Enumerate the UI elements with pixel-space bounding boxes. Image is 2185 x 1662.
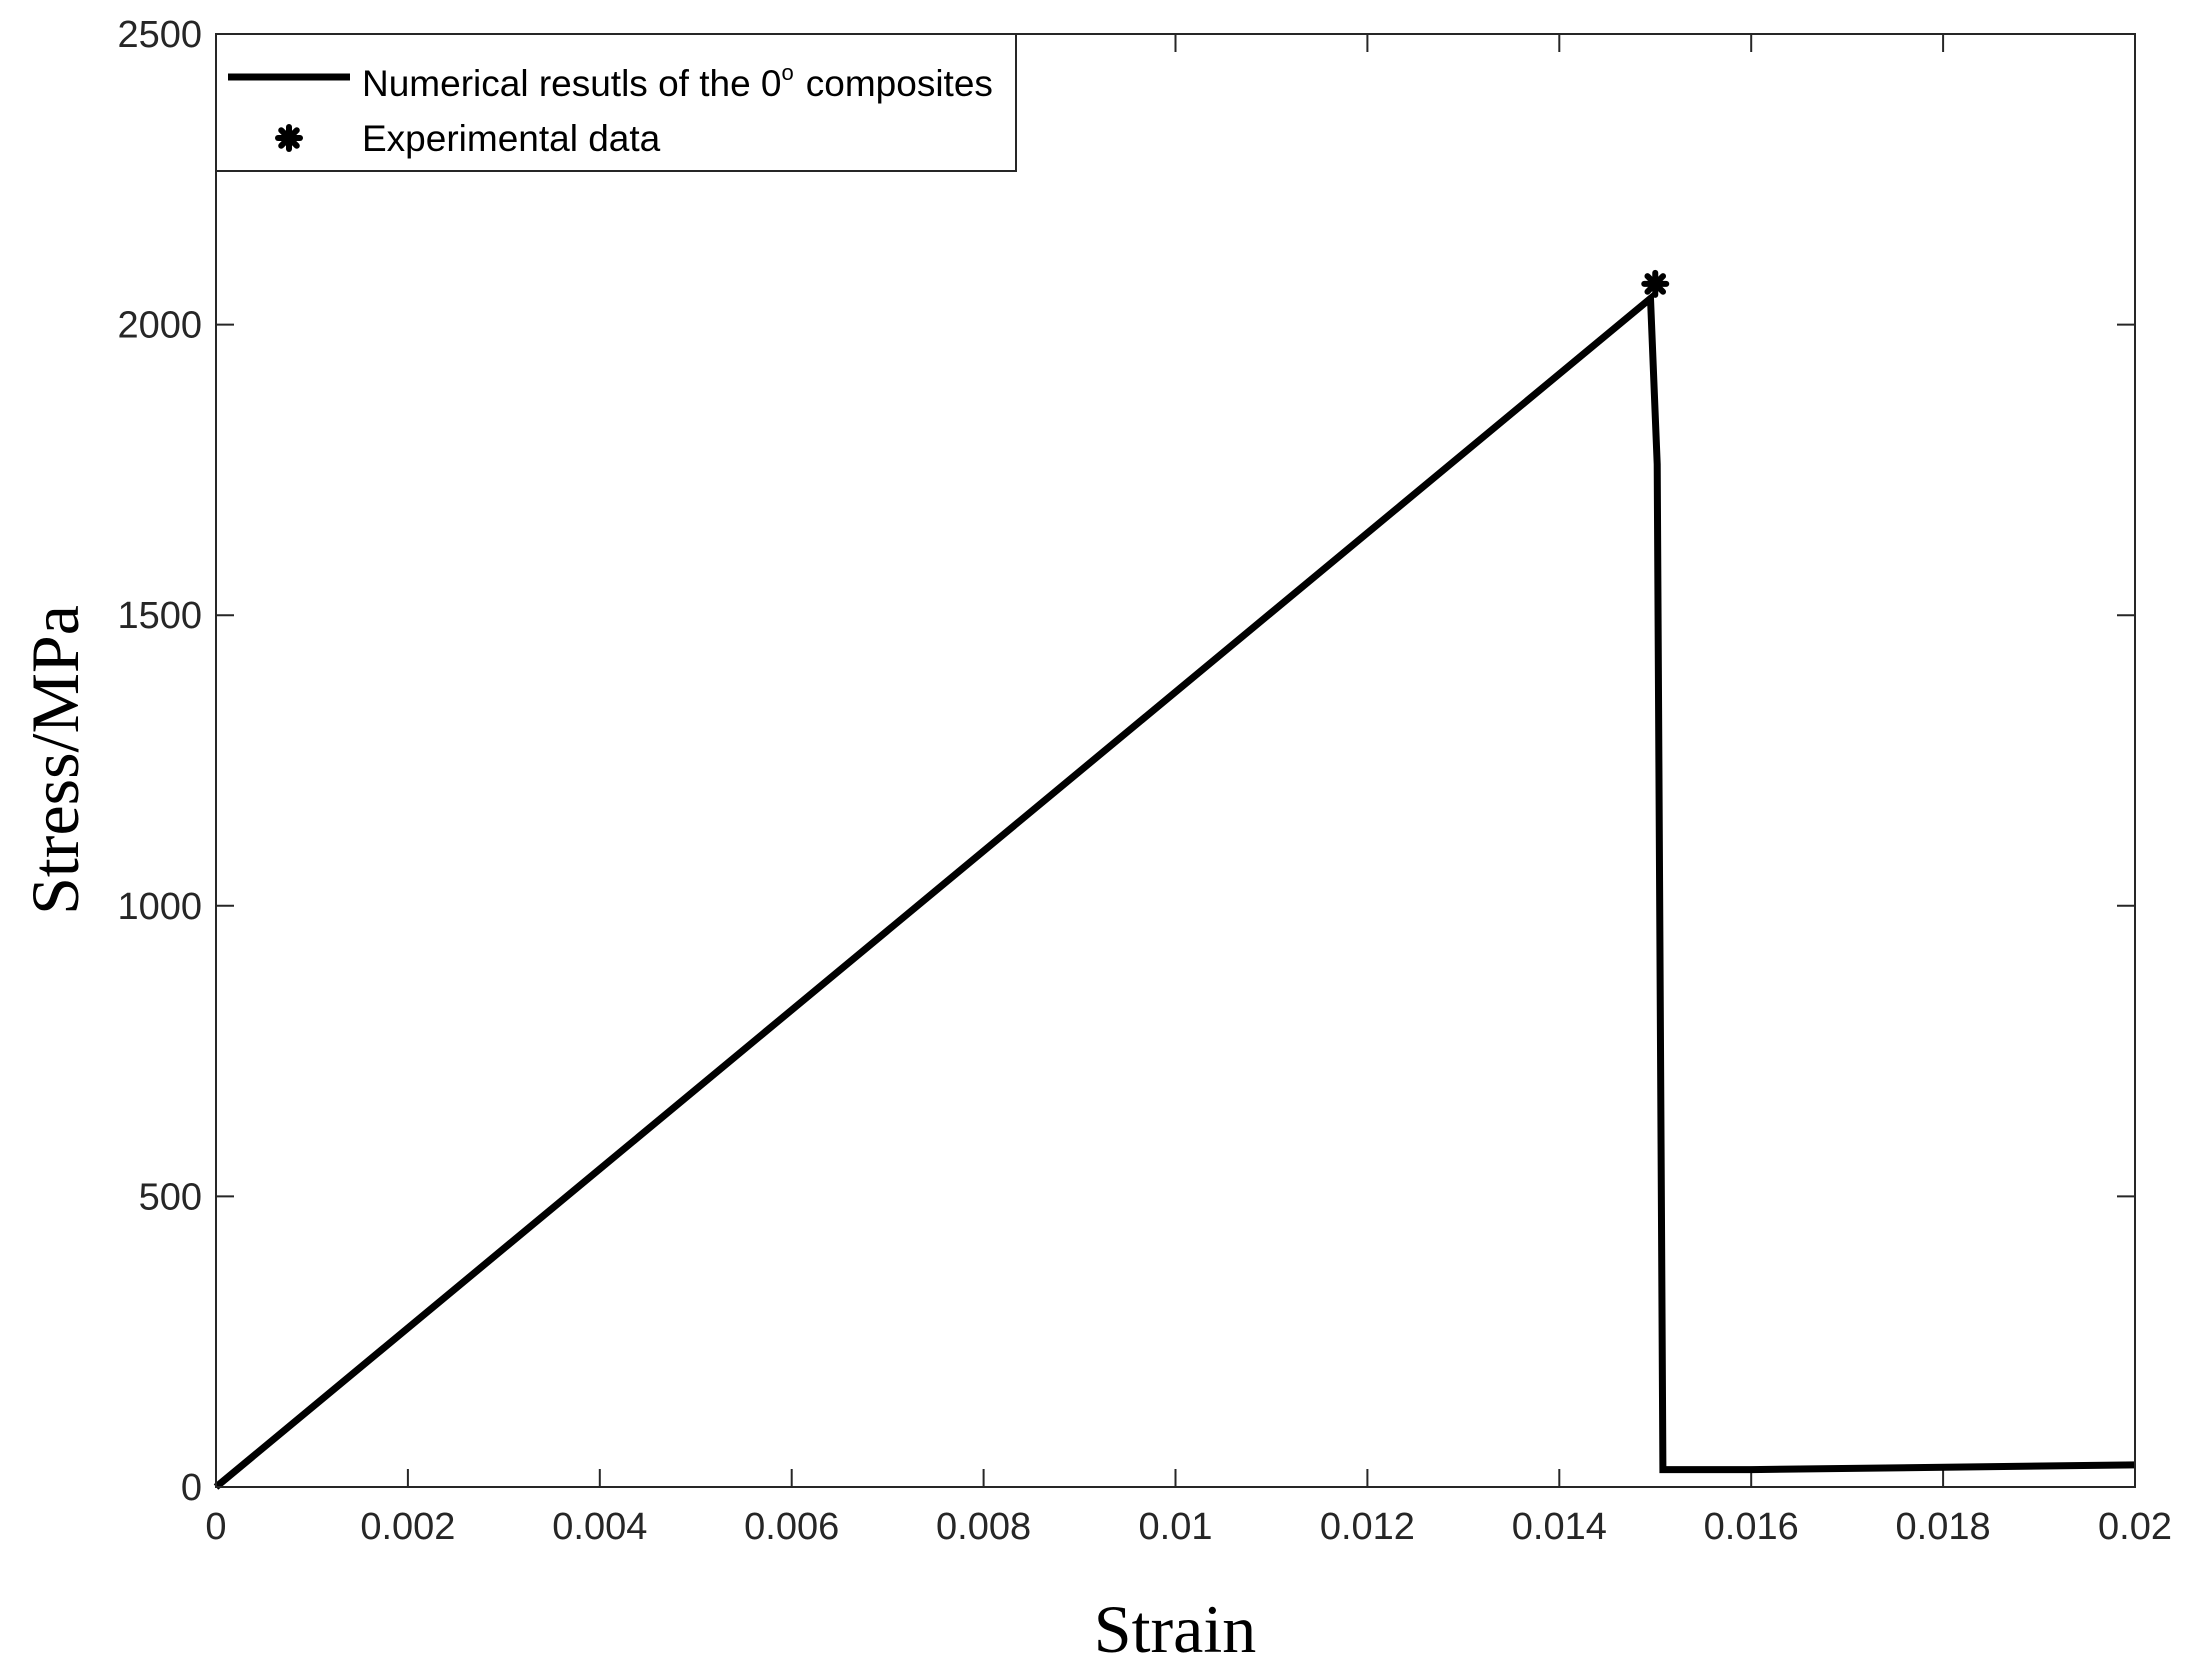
plot-area (216, 34, 2135, 1487)
y-tick-label: 1000 (117, 886, 202, 928)
x-tick-label: 0.02 (2098, 1506, 2172, 1548)
x-tick-label: 0.014 (1512, 1506, 1607, 1548)
x-tick-label: 0.006 (744, 1506, 839, 1548)
y-tick-label: 2500 (117, 14, 202, 56)
asterisk-stroke (278, 127, 300, 149)
legend-entry-numerical-superscript: o (782, 60, 794, 85)
y-tick-label: 1500 (117, 595, 202, 637)
y-axis-title: Stress/MPa (17, 605, 93, 915)
x-tick-label: 0.008 (936, 1506, 1031, 1548)
x-tick-label: 0 (205, 1506, 226, 1548)
series-layer (213, 269, 2136, 1490)
legend: Numerical resutls of the 0o composites Ex… (215, 33, 1017, 172)
legend-asterisk (275, 124, 303, 152)
asterisk-stroke (1644, 273, 1667, 295)
legend-box (215, 33, 1017, 172)
y-tick-label: 2000 (117, 305, 202, 347)
x-tick-label: 0.016 (1704, 1506, 1799, 1548)
x-tick-label: 0.012 (1320, 1506, 1415, 1548)
legend-entry-numerical: Numerical resutls of the 0o composites (362, 60, 993, 104)
experimental-data-point (1641, 269, 1670, 298)
x-axis-title: Strain (1094, 1591, 1256, 1662)
x-tick-label: 0.002 (360, 1506, 455, 1548)
legend-entry-numerical-suffix: composites (806, 63, 993, 104)
axis-tick-labels: 0 0.002 0.004 0.006 0.008 0.01 0.012 0.014 0.016… (117, 14, 2172, 1548)
y-tick-label: 500 (139, 1176, 202, 1218)
x-tick-label: 0.004 (552, 1506, 647, 1548)
x-tick-label: 0.01 (1139, 1506, 1213, 1548)
legend-asterisk-marker (275, 124, 303, 152)
legend-entry-numerical-main: Numerical resutls of the 0 (362, 63, 782, 104)
y-tick-label: 0 (181, 1467, 202, 1509)
legend-entry-experimental: Experimental data (362, 118, 661, 159)
x-tick-label: 0.018 (1896, 1506, 1991, 1548)
series-numerical-line (213, 291, 2136, 1490)
axes-frame (215, 33, 2136, 1488)
